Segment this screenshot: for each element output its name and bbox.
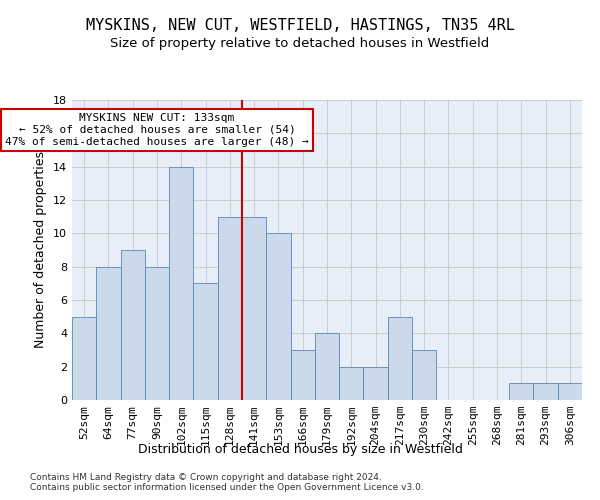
Bar [218,216,242,400]
Bar [266,234,290,400]
Bar [145,266,169,400]
Bar [533,384,558,400]
Bar [121,250,145,400]
Bar [242,216,266,400]
Text: MYSKINS, NEW CUT, WESTFIELD, HASTINGS, TN35 4RL: MYSKINS, NEW CUT, WESTFIELD, HASTINGS, T… [86,18,514,32]
Bar [509,384,533,400]
Y-axis label: Number of detached properties: Number of detached properties [34,152,47,348]
Text: Distribution of detached houses by size in Westfield: Distribution of detached houses by size … [137,442,463,456]
Bar [315,334,339,400]
Bar [169,166,193,400]
Bar [388,316,412,400]
Bar [412,350,436,400]
Bar [193,284,218,400]
Text: Size of property relative to detached houses in Westfield: Size of property relative to detached ho… [110,38,490,51]
Text: Contains HM Land Registry data © Crown copyright and database right 2024.
Contai: Contains HM Land Registry data © Crown c… [30,472,424,492]
Bar [364,366,388,400]
Bar [290,350,315,400]
Bar [339,366,364,400]
Bar [96,266,121,400]
Text: MYSKINS NEW CUT: 133sqm
← 52% of detached houses are smaller (54)
47% of semi-de: MYSKINS NEW CUT: 133sqm ← 52% of detache… [5,114,309,146]
Bar [72,316,96,400]
Bar [558,384,582,400]
